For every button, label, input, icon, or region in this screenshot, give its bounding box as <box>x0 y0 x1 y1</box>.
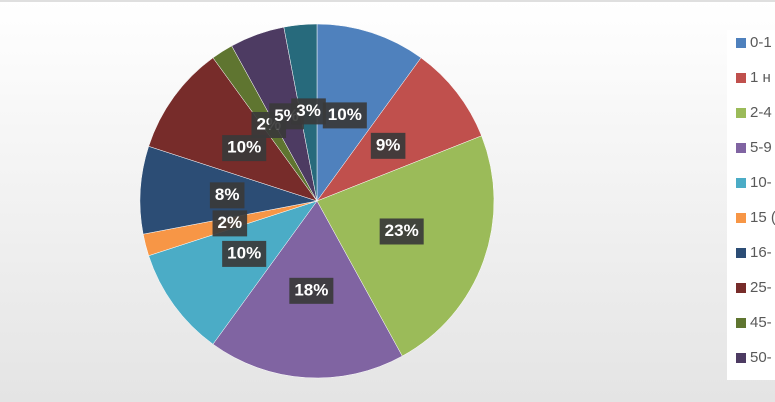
data-label-box <box>222 135 267 162</box>
legend-label: 10- <box>750 174 772 191</box>
legend-swatch <box>736 283 746 293</box>
data-label-box <box>289 277 334 304</box>
data-label-box <box>212 210 248 237</box>
legend-swatch <box>736 73 746 83</box>
data-label: 3% <box>296 101 321 120</box>
legend-swatch <box>736 178 746 188</box>
data-label-box <box>222 240 267 267</box>
data-label-box <box>379 218 424 245</box>
legend-label: 45- <box>750 314 772 331</box>
legend-label: 16- <box>750 244 772 261</box>
legend-swatch <box>736 318 746 328</box>
legend-label: 25- <box>750 279 772 296</box>
data-label-box <box>209 182 245 209</box>
legend-box <box>727 30 775 380</box>
data-label-box <box>291 98 326 125</box>
data-label-box <box>322 102 367 129</box>
data-label: 10% <box>227 138 261 157</box>
pie-slice <box>148 200 318 345</box>
legend-label: 1 н <box>750 69 771 86</box>
legend-swatch <box>736 143 746 153</box>
legend-swatch <box>736 248 746 258</box>
data-label: 10% <box>328 105 362 124</box>
legend-label: 50- <box>750 349 772 366</box>
data-label: 8% <box>215 185 240 204</box>
data-label: 10% <box>227 243 261 262</box>
legend-label: 15 ( <box>750 209 775 226</box>
legend-label: 2-4 <box>750 104 772 121</box>
data-label-box <box>370 132 406 159</box>
pie-slice <box>316 57 482 202</box>
pie-slice <box>316 135 495 357</box>
data-label: 23% <box>385 221 419 240</box>
data-label: 2% <box>218 213 243 232</box>
data-label: 18% <box>294 280 328 299</box>
legend-swatch <box>736 108 746 118</box>
pie-slice <box>148 57 318 202</box>
legend-label: 0-1 <box>750 34 772 51</box>
legend-swatch <box>736 38 746 48</box>
pie-slice <box>316 23 422 202</box>
data-label: 9% <box>376 135 401 154</box>
legend-label: 5-9 <box>750 139 772 156</box>
legend-swatch <box>736 213 746 223</box>
legend-swatch <box>736 353 746 363</box>
